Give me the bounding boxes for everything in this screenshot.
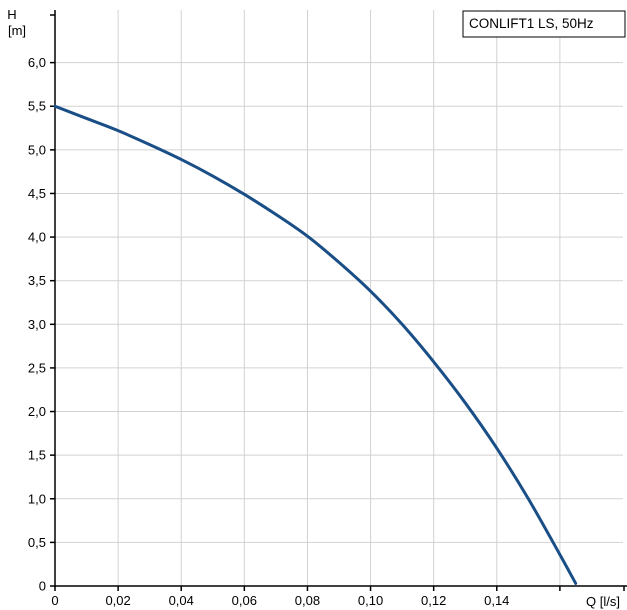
legend-box — [462, 10, 626, 38]
x-tick-label: 0,02 — [105, 593, 130, 608]
y-tick-label: 4,0 — [28, 230, 46, 245]
y-tick-label: 2,5 — [28, 360, 46, 375]
x-axis-label: Q [l/s] — [586, 594, 620, 609]
x-tick-label: 0,12 — [421, 593, 446, 608]
x-tick-label: 0,10 — [358, 593, 383, 608]
y-tick-label: 0 — [39, 579, 46, 594]
y-axis-label-line1: H — [7, 7, 16, 22]
x-tick-label: 0,04 — [169, 593, 194, 608]
grid — [55, 10, 623, 586]
y-tick-label: 3,0 — [28, 317, 46, 332]
y-axis-label-line2: [m] — [8, 23, 26, 38]
x-tick-label: 0,08 — [295, 593, 320, 608]
y-tick-label: 4,5 — [28, 186, 46, 201]
legend-label: CONLIFT1 LS, 50Hz — [469, 16, 594, 31]
y-tick-label: 0,5 — [28, 535, 46, 550]
ticks: 0 0,5 1,0 1,5 2,0 2,5 3,0 3,5 4,0 4,5 5,0 5,5 6,0 0 0,… — [28, 14, 625, 608]
legend: CONLIFT1 LS, 50Hz — [462, 10, 626, 38]
x-tick-label: 0,14 — [484, 593, 509, 608]
curve-layer — [53, 104, 578, 585]
y-tick-label: 1,0 — [28, 491, 46, 506]
y-tick-label: 1,5 — [28, 448, 46, 463]
y-tick-label: 5,0 — [28, 142, 46, 157]
y-tick-label: 3,5 — [28, 273, 46, 288]
x-tick-label: 0 — [51, 593, 58, 608]
y-tick-label: 2,0 — [28, 404, 46, 419]
pump-curve-line — [53, 104, 578, 585]
axes — [54, 10, 627, 587]
y-tick-label: 5,5 — [28, 99, 46, 114]
x-tick-label: 0,06 — [232, 593, 257, 608]
y-tick-label: 6,0 — [28, 55, 46, 70]
